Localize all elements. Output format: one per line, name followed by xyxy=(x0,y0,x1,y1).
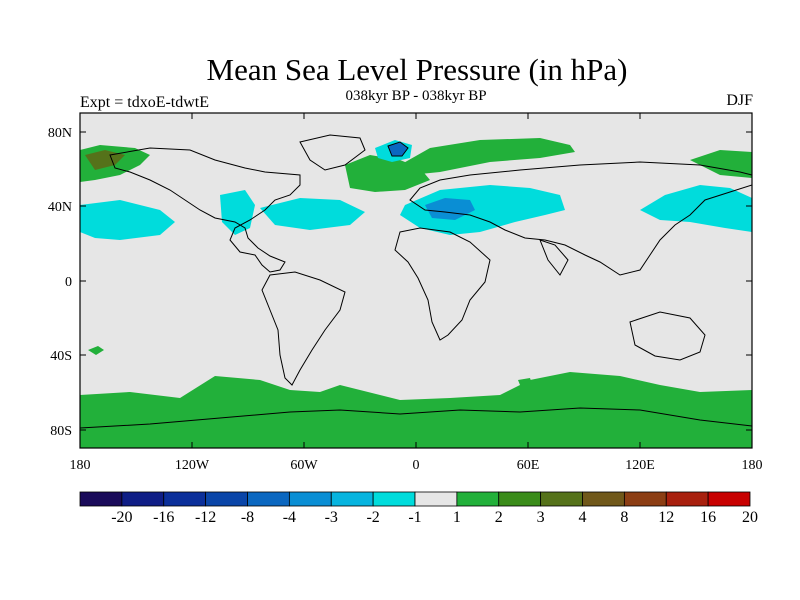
green-region-southern-ocean xyxy=(80,372,752,448)
coastlines xyxy=(80,134,752,429)
colorbar-swatch xyxy=(665,491,709,507)
colorbar-label: 3 xyxy=(537,509,545,526)
colorbar-swatch xyxy=(582,491,625,507)
season-label: DJF xyxy=(726,92,753,109)
colorbar-swatch xyxy=(288,491,332,507)
coast-antarctica xyxy=(80,407,752,429)
colorbar-swatch xyxy=(247,491,290,507)
colorbar-swatch xyxy=(372,491,416,507)
colorbar-swatch xyxy=(707,491,751,507)
colorbar-swatch xyxy=(330,491,374,507)
coast-south-america xyxy=(261,271,346,386)
colorbar-label: 20 xyxy=(742,509,758,526)
green-region-arctic-eurasia xyxy=(400,138,575,175)
colorbar-label: -20 xyxy=(111,509,132,526)
cyan-region-atlantic xyxy=(260,198,365,230)
colorbar-swatch xyxy=(540,491,583,507)
coast-australia xyxy=(629,311,706,361)
colorbar-swatch xyxy=(205,491,248,507)
colorbar-swatch xyxy=(456,491,500,507)
colorbar-swatch xyxy=(498,491,542,507)
coast-north-america xyxy=(109,147,301,273)
lat-tick-label: 80S xyxy=(50,424,72,439)
colorbar-label: -2 xyxy=(366,509,379,526)
colorbar-label: -4 xyxy=(283,509,296,526)
olive-region-bering xyxy=(85,150,125,170)
map-title: Mean Sea Level Pressure (in hPa) xyxy=(206,52,628,87)
colorbar-swatch xyxy=(163,491,207,507)
colorbar-label: -1 xyxy=(408,509,421,526)
coast-eurasia xyxy=(409,161,752,276)
colorbar-swatch xyxy=(121,491,165,507)
colorbar-label: -3 xyxy=(325,509,338,526)
lon-tick-label: 180 xyxy=(70,458,91,473)
map-subtitle: 038kyr BP - 038kyr BP xyxy=(345,88,487,104)
cyan-region-north-pacific xyxy=(80,200,175,240)
colorbar-label: -12 xyxy=(195,509,216,526)
coast-india xyxy=(539,239,569,276)
cyan-region-eurasia xyxy=(400,185,565,235)
colorbar-label: 1 xyxy=(453,509,461,526)
coast-greenland xyxy=(299,134,366,171)
map-panel xyxy=(80,113,752,448)
green-region-south-pacific-spot xyxy=(88,346,104,355)
lon-tick-label: 120W xyxy=(175,458,210,473)
coast-africa xyxy=(394,227,491,341)
lon-tick-label: 60W xyxy=(290,458,318,473)
colorbar-label: 16 xyxy=(700,509,716,526)
lon-tick-label: 60E xyxy=(517,458,540,473)
colorbar-swatch xyxy=(79,491,123,507)
lon-tick-label: 180 xyxy=(742,458,763,473)
colorbar-swatch xyxy=(623,491,667,507)
lon-tick-label: 120E xyxy=(625,458,655,473)
colorbar-label: -8 xyxy=(241,509,254,526)
colorbar-label: 12 xyxy=(658,509,674,526)
lat-tick-label: 40N xyxy=(48,200,72,215)
lon-tick-label: 0 xyxy=(413,458,420,473)
green-region-south-indian-spot xyxy=(518,378,532,385)
cyan-region-north-america xyxy=(220,190,255,235)
colorbar-label: 8 xyxy=(620,509,628,526)
colorbar: -20 -16 -12 -8 -4 -3 -2 -1 1 2 3 4 8 12 16 20 xyxy=(79,491,758,526)
longitude-axis: 180 120W 60W 0 60E 120E 180 xyxy=(70,113,763,473)
colorbar-label: 4 xyxy=(579,509,587,526)
colorbar-label: 2 xyxy=(495,509,503,526)
lat-tick-label: 80N xyxy=(48,126,72,141)
blue-core-arctic xyxy=(387,141,409,157)
lat-tick-label: 0 xyxy=(65,275,72,290)
lat-tick-label: 40S xyxy=(50,349,72,364)
latitude-axis: 80N 40N 0 40S 80S xyxy=(48,126,752,439)
experiment-label: Expt = tdxoE-tdwtE xyxy=(80,94,210,111)
colorbar-label: -16 xyxy=(153,509,174,526)
colorbar-swatch xyxy=(414,491,458,507)
